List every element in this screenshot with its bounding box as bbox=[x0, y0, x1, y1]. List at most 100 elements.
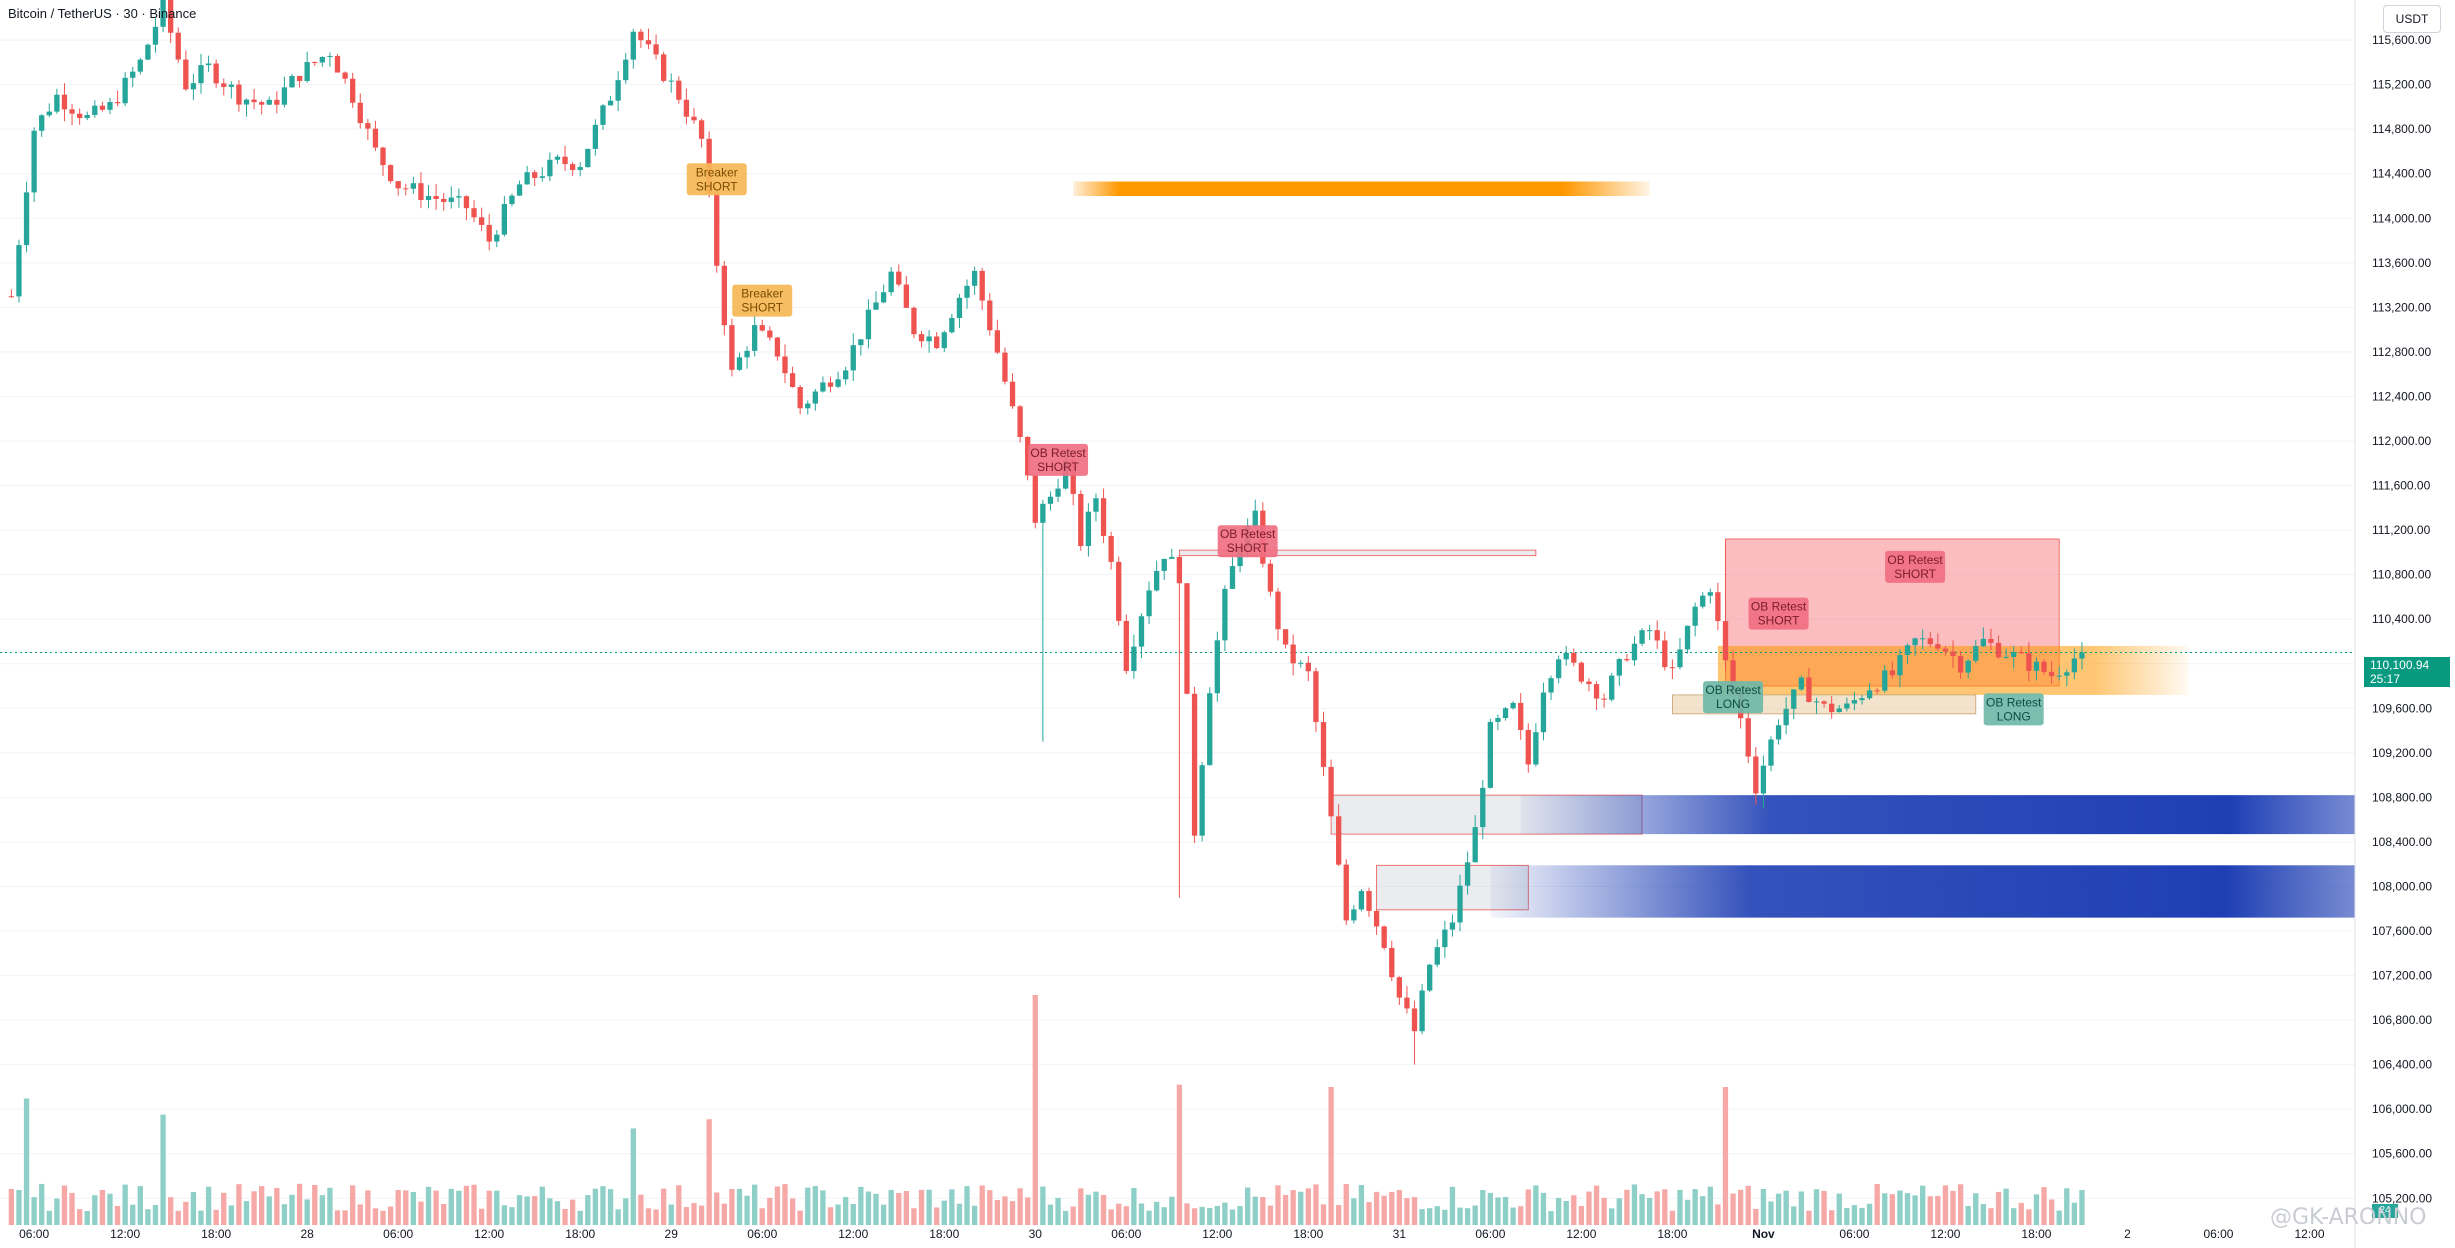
candle-body bbox=[296, 75, 303, 81]
volume-bar bbox=[130, 1204, 136, 1225]
candle-body bbox=[1677, 649, 1683, 668]
candle-body bbox=[1495, 718, 1501, 722]
volume-bar bbox=[1859, 1207, 1865, 1225]
volume-bar bbox=[1540, 1192, 1547, 1225]
candle-body bbox=[289, 75, 295, 88]
volume-bar bbox=[183, 1201, 189, 1225]
volume-bar bbox=[729, 1188, 735, 1225]
volume-bar bbox=[759, 1208, 765, 1225]
candle-body bbox=[873, 302, 879, 310]
volume-bar bbox=[1427, 1208, 1433, 1225]
candle-body bbox=[1715, 592, 1721, 622]
candle-body bbox=[1275, 591, 1281, 630]
candle-body bbox=[130, 71, 136, 78]
currency-button[interactable]: USDT bbox=[2383, 5, 2441, 33]
volume-bar bbox=[1480, 1190, 1486, 1225]
volume-bar bbox=[1078, 1188, 1084, 1225]
volume-bar bbox=[418, 1201, 424, 1225]
candle-body bbox=[1427, 964, 1433, 991]
candle-body bbox=[835, 379, 841, 387]
volume-bar bbox=[964, 1186, 970, 1225]
candle-body bbox=[752, 325, 758, 351]
volume-bar bbox=[236, 1184, 242, 1225]
candle-body bbox=[668, 80, 674, 82]
volume-bar bbox=[1267, 1205, 1274, 1225]
time-tick-label: 28 bbox=[300, 1227, 314, 1241]
volume-bar bbox=[1593, 1185, 1600, 1225]
candle-body bbox=[1093, 498, 1099, 512]
candle-body bbox=[1609, 675, 1615, 700]
volume-bar bbox=[600, 1186, 606, 1225]
volume-bar bbox=[903, 1191, 910, 1225]
time-tick-label: 06:00 bbox=[1111, 1227, 1141, 1241]
candle-body bbox=[1191, 693, 1198, 836]
volume-bar bbox=[1578, 1205, 1585, 1225]
time-tick-label: 30 bbox=[1029, 1227, 1043, 1241]
volume-bar bbox=[372, 1208, 379, 1225]
price-tick-label: 106,400.00 bbox=[2372, 1058, 2432, 1072]
signal-label-line1: OB Retest bbox=[1220, 527, 1276, 541]
candle-body bbox=[524, 172, 530, 185]
candle-body bbox=[2018, 652, 2024, 654]
volume-bar bbox=[478, 1208, 485, 1225]
volume-bar bbox=[509, 1207, 515, 1225]
volume-bar bbox=[251, 1191, 257, 1225]
volume-bar bbox=[592, 1188, 599, 1225]
volume-bar bbox=[1207, 1207, 1213, 1225]
candle-body bbox=[1320, 722, 1327, 767]
volume-bar bbox=[1245, 1187, 1251, 1225]
time-tick-label: 2 bbox=[2124, 1227, 2131, 1241]
volume-bar bbox=[327, 1187, 333, 1225]
volume-bar bbox=[1404, 1198, 1410, 1225]
candle-body bbox=[820, 382, 826, 392]
candle-body bbox=[1525, 729, 1531, 765]
volume-bar bbox=[577, 1210, 583, 1225]
volume-bar bbox=[342, 1210, 348, 1225]
volume-bar bbox=[630, 1128, 636, 1225]
volume-bar bbox=[1381, 1195, 1387, 1225]
volume-bar bbox=[1320, 1204, 1327, 1225]
price-tick-label: 113,600.00 bbox=[2372, 256, 2431, 270]
candle-body bbox=[1563, 652, 1569, 660]
time-tick-label: 12:00 bbox=[1202, 1227, 1232, 1241]
candle-body bbox=[1176, 556, 1183, 584]
volume-bar bbox=[160, 1114, 166, 1225]
candle-body bbox=[516, 184, 523, 196]
candle-body bbox=[319, 57, 325, 63]
candle-body bbox=[342, 72, 348, 79]
volume-bar bbox=[1138, 1203, 1145, 1225]
volume-bar bbox=[1184, 1203, 1190, 1225]
candle-body bbox=[1214, 640, 1220, 694]
time-tick-label: 12:00 bbox=[1566, 1227, 1596, 1241]
volume-bar bbox=[1548, 1211, 1554, 1225]
candle-body bbox=[1472, 827, 1478, 863]
volume-bar bbox=[1745, 1185, 1751, 1225]
time-tick-label: 31 bbox=[1393, 1227, 1407, 1241]
volume-bar bbox=[1055, 1197, 1061, 1225]
candle-body bbox=[1927, 638, 1933, 645]
volume-bar bbox=[441, 1203, 447, 1225]
volume-bar bbox=[296, 1183, 303, 1225]
volume-bar bbox=[122, 1184, 128, 1225]
volume-bar bbox=[1146, 1210, 1152, 1225]
volume-bar bbox=[1768, 1201, 1774, 1225]
candle-body bbox=[2071, 658, 2078, 673]
candle-body bbox=[365, 123, 371, 129]
volume-bar bbox=[221, 1192, 227, 1225]
candle-body bbox=[1775, 725, 1782, 740]
volume-bar bbox=[1434, 1206, 1440, 1225]
volume-bar bbox=[281, 1204, 288, 1225]
signal-label-line1: OB Retest bbox=[1705, 683, 1761, 697]
volume-bar bbox=[1715, 1204, 1721, 1225]
candle-body bbox=[456, 196, 462, 198]
candle-body bbox=[1161, 558, 1167, 571]
candle-body bbox=[69, 109, 75, 114]
candle-body bbox=[1396, 977, 1403, 998]
signal-label-line2: LONG bbox=[1716, 697, 1750, 711]
price-tick-label: 106,000.00 bbox=[2372, 1102, 2432, 1116]
candle-body bbox=[1032, 475, 1038, 523]
candle-body bbox=[1116, 561, 1122, 621]
candle-body bbox=[1684, 625, 1691, 650]
